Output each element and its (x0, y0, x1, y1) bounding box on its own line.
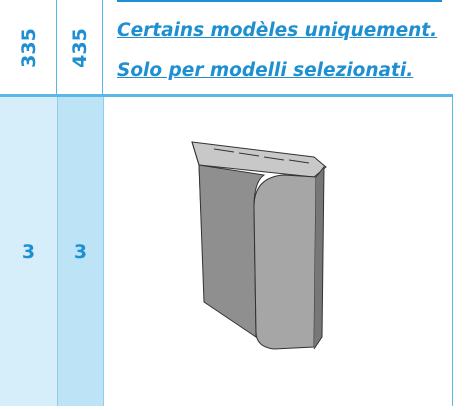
filter-slots (213, 148, 310, 164)
table-cell: 3 (57, 97, 103, 406)
note: Solo per modelli selezionati. (117, 60, 414, 81)
cell-text: 3 (21, 240, 36, 263)
table-cell: 3 (0, 97, 57, 406)
image-cell (103, 97, 453, 406)
filter-side (253, 174, 317, 350)
column-label: 335 (17, 27, 40, 68)
column-label: 435 (68, 27, 91, 68)
filter-edge (313, 165, 325, 350)
header-cell: 435 (57, 0, 103, 95)
note: Certains modèles uniquement. (117, 20, 438, 41)
cell-text: 3 (73, 240, 88, 263)
header-cell: 335 (0, 0, 57, 95)
product-illustration (191, 141, 327, 350)
cut-underline (117, 0, 442, 2)
row-border (0, 94, 453, 97)
header-cell (57, 0, 103, 95)
header-cell (0, 0, 57, 95)
